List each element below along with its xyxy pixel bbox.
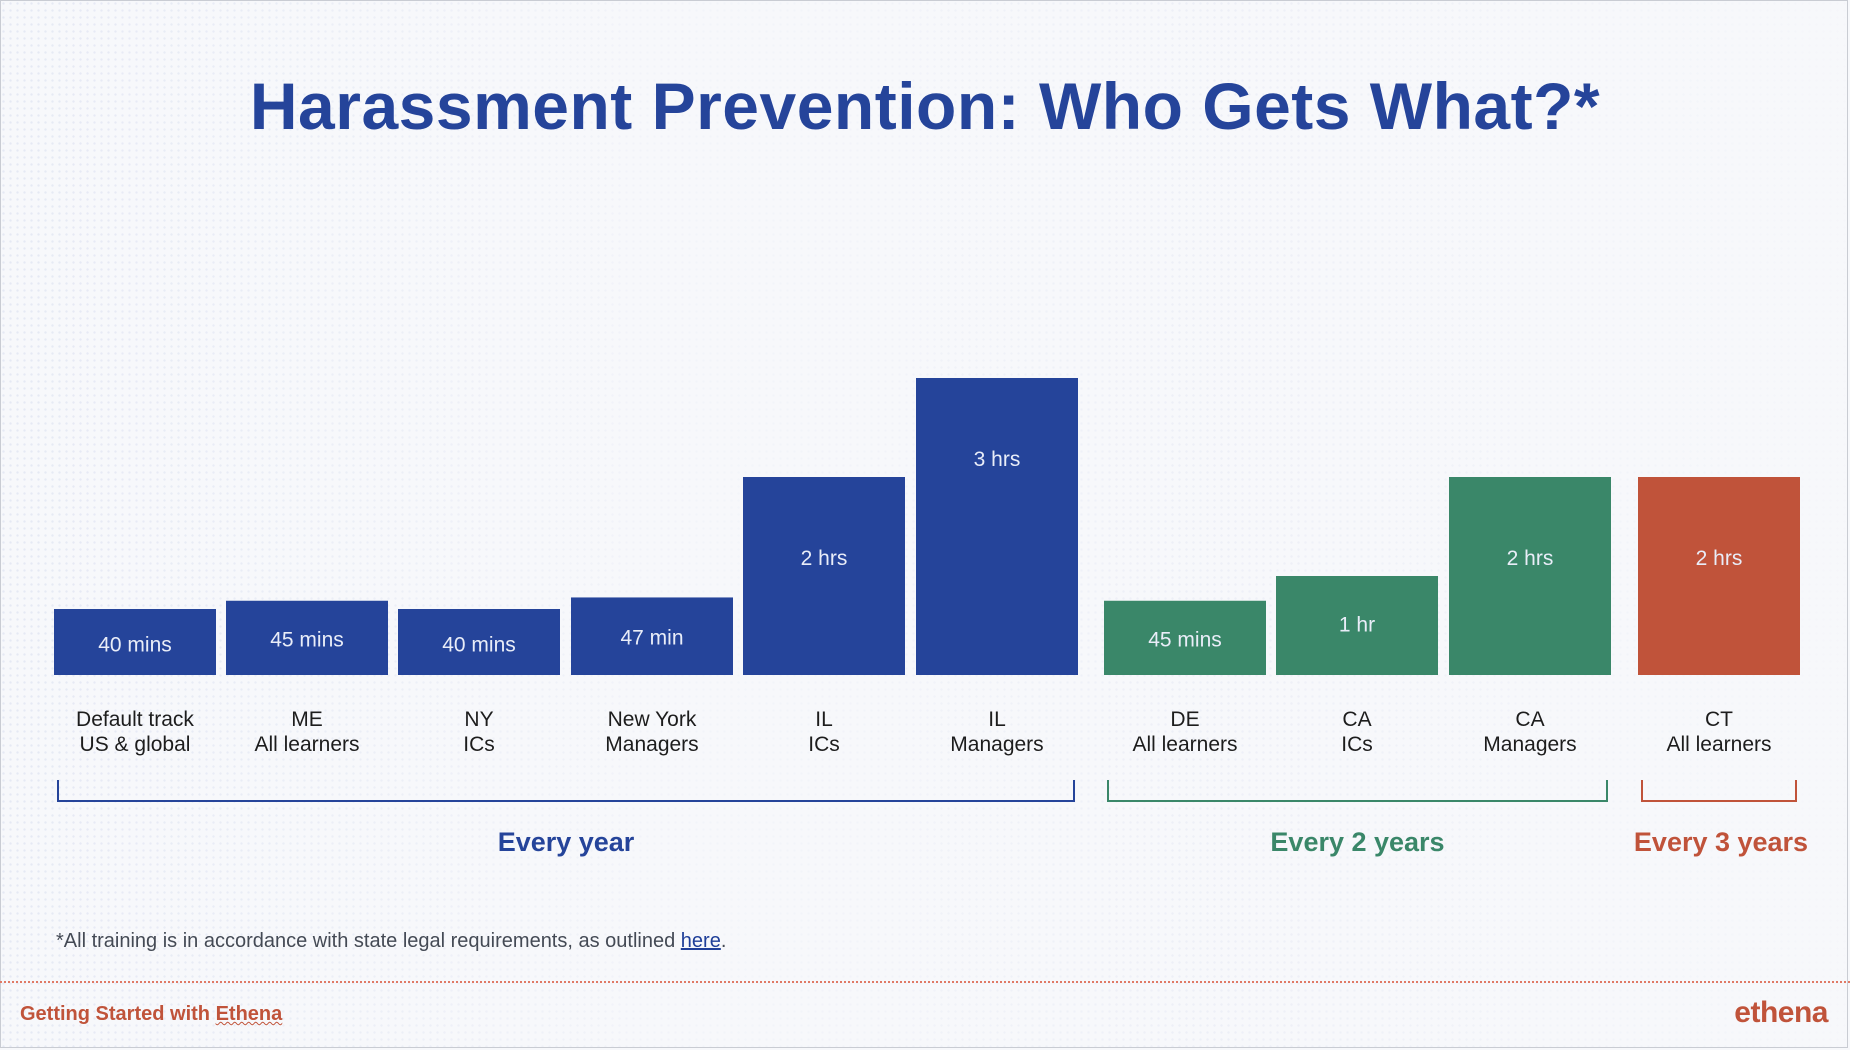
category-label: CT [1705,708,1733,731]
category-label: ICs [1341,733,1373,756]
footer-brand: Ethena [215,1003,283,1025]
footnote-end: . [720,930,727,952]
category-label: IL [815,708,833,731]
bar-2 [398,609,560,675]
category-label: ICs [808,733,840,756]
bar-value-label: 2 hrs [1696,547,1743,570]
footer-prefix: Getting Started with [20,1003,216,1025]
bar-9 [1638,477,1800,675]
footnote-text: *All training is in accordance with stat… [56,930,681,952]
group-bracket [1107,780,1608,802]
bar-value-label: 47 min [620,626,683,649]
footnote: *All training is in accordance with stat… [56,930,726,953]
bar-5 [916,378,1078,675]
category-label: New York [608,708,697,731]
bar-1 [226,600,388,675]
category-label: NY [464,708,493,731]
category-label: IL [988,708,1006,731]
category-label: US & global [80,733,191,756]
category-label: Default track [76,708,194,731]
ethena-logo: ethena [1734,996,1828,1029]
bar-value-label: 40 mins [98,633,172,656]
bar-value-label: 2 hrs [1507,547,1554,570]
bar-0 [54,609,216,675]
bar-value-label: 1 hr [1339,614,1375,637]
category-label: CA [1515,708,1544,731]
bar-value-label: 45 mins [270,628,344,651]
footnote-link[interactable]: here [680,930,721,952]
group-label: Every 2 years [1270,827,1444,857]
bar-value-label: 40 mins [442,633,516,656]
bar-4 [743,477,905,675]
category-label: Managers [1483,733,1576,756]
category-label: All learners [1666,733,1771,756]
category-label: All learners [254,733,359,756]
group-label: Every 3 years [1634,827,1808,857]
category-label: ME [291,708,323,731]
bar-value-label: 2 hrs [801,547,848,570]
footer-title: Getting Started with Ethena [20,1003,282,1026]
group-bracket [57,780,1075,802]
footer-divider [0,981,1850,983]
category-label: Managers [605,733,698,756]
group-label: Every year [498,827,635,857]
bar-3 [571,597,733,675]
bar-7 [1276,576,1438,675]
page-title: Harassment Prevention: Who Gets What?* [249,69,1601,143]
category-label: Managers [950,733,1043,756]
category-label: DE [1170,708,1199,731]
bar-8 [1449,477,1611,675]
bar-6 [1104,600,1266,675]
category-label: ICs [463,733,495,756]
bar-value-label: 3 hrs [974,448,1021,471]
bar-value-label: 45 mins [1148,628,1222,651]
category-label: All learners [1132,733,1237,756]
category-label: CA [1342,708,1371,731]
group-bracket [1641,780,1797,802]
